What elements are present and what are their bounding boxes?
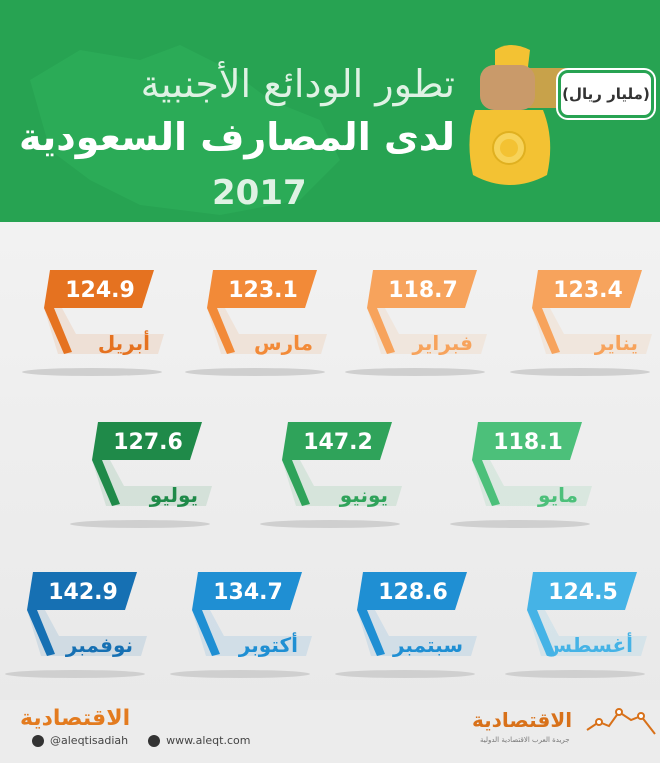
month-card: 134.7 أكتوبر (170, 572, 312, 678)
ribbon-fold (357, 610, 385, 656)
label-plate (532, 308, 652, 354)
label-plate (472, 460, 592, 506)
title-line-2: لدى المصارف السعودية (18, 115, 455, 159)
month-label: يونيو (339, 483, 388, 507)
header-banner: تطور الودائع الأجنبية لدى المصارف السعود… (0, 0, 660, 222)
ribbon-fold (92, 460, 120, 506)
label-plate (282, 460, 402, 506)
ribbon-fold (367, 308, 395, 354)
value-banner (192, 572, 302, 610)
globe-icon (148, 734, 161, 747)
month-card: 124.5 أغسطس (505, 572, 647, 678)
trend-line-icon (586, 708, 656, 735)
unit-badge: (مليار ريال) (558, 70, 654, 118)
label-plate (357, 610, 477, 656)
month-card: 124.9 أبريل (22, 270, 164, 376)
value-label: 127.6 (113, 430, 183, 455)
value-banner (92, 422, 202, 460)
ribbon-fold (207, 308, 235, 354)
month-label: نوفمبر (65, 633, 133, 657)
website-link[interactable]: www.aleqt.com (166, 734, 251, 747)
value-label: 128.6 (378, 580, 448, 605)
value-label: 147.2 (303, 430, 373, 455)
ribbon-fold (44, 308, 72, 354)
value-banner (532, 270, 642, 308)
label-plate (527, 610, 647, 656)
label-plate (44, 308, 164, 354)
social-links: @aleqtisadiah www.aleqt.com (32, 734, 250, 747)
card-shadow (70, 520, 210, 528)
value-banner (472, 422, 582, 460)
saudi-map-icon (30, 45, 340, 215)
label-plate (192, 610, 312, 656)
month-label: أكتوبر (238, 631, 298, 657)
month-label: أبريل (98, 329, 150, 355)
value-banner (282, 422, 392, 460)
value-banner (367, 270, 477, 308)
value-label: 142.9 (48, 580, 118, 605)
month-label: مارس (254, 331, 313, 355)
month-card: 142.9 نوفمبر (5, 572, 147, 678)
value-banner (44, 270, 154, 308)
month-card: 118.1 مايو (450, 422, 592, 528)
value-label: 124.9 (65, 278, 135, 303)
brand-logo-right: الاقتصادية (472, 708, 573, 732)
chart-area: 123.4 يناير 118.7 فبراير 123.1 مارس 124.9 أبريل… (0, 222, 660, 700)
ribbon-fold (282, 460, 310, 506)
twitter-icon (32, 734, 44, 747)
brand-tagline: جريدة العرب الاقتصادية الدولية (480, 736, 570, 744)
value-label: 118.7 (388, 278, 458, 303)
value-banner (207, 270, 317, 308)
card-shadow (5, 670, 145, 678)
value-label: 134.7 (213, 580, 283, 605)
ribbon-fold (27, 610, 55, 656)
value-label: 124.5 (548, 580, 618, 605)
ribbon-fold (472, 460, 500, 506)
card-shadow (260, 520, 400, 528)
label-plate (207, 308, 327, 354)
card-shadow (510, 368, 650, 376)
month-label: أغسطس (544, 631, 633, 657)
ribbon-fold (527, 610, 555, 656)
title-line-1: تطور الودائع الأجنبية (140, 62, 455, 106)
twitter-handle[interactable]: @aleqtisadiah (50, 734, 129, 747)
footer: الاقتصادية @aleqtisadiah www.aleqt.com ا… (0, 700, 660, 763)
month-label: سبتمبر (392, 633, 463, 657)
month-label: يوليو (149, 483, 198, 507)
label-plate (367, 308, 487, 354)
card-shadow (335, 670, 475, 678)
card-shadow (450, 520, 590, 528)
value-banner (527, 572, 637, 610)
month-card: 128.6 سبتمبر (335, 572, 477, 678)
month-label: فبراير (411, 331, 473, 355)
monthly-deposits-chart: 123.4 يناير 118.7 فبراير 123.1 مارس 124.9 أبريل… (5, 270, 652, 678)
value-banner (357, 572, 467, 610)
value-label: 118.1 (493, 430, 563, 455)
month-label: يناير (594, 331, 638, 355)
month-card: 127.6 يوليو (70, 422, 212, 528)
brand-logo-left: الاقتصادية (20, 706, 131, 731)
label-plate (27, 610, 147, 656)
card-shadow (345, 368, 485, 376)
value-label: 123.4 (553, 278, 623, 303)
money-bag-icon (469, 45, 570, 185)
value-banner (27, 572, 137, 610)
card-shadow (22, 368, 162, 376)
month-card: 123.4 يناير (510, 270, 652, 376)
card-shadow (505, 670, 645, 678)
month-card: 118.7 فبراير (345, 270, 487, 376)
card-shadow (185, 368, 325, 376)
ribbon-fold (532, 308, 560, 354)
ribbon-fold (192, 610, 220, 656)
card-shadow (170, 670, 310, 678)
value-label: 123.1 (228, 278, 298, 303)
month-card: 147.2 يونيو (260, 422, 402, 528)
month-label: مايو (537, 483, 578, 507)
year-label: 2017 (212, 173, 307, 213)
month-card: 123.1 مارس (185, 270, 327, 376)
label-plate (92, 460, 212, 506)
